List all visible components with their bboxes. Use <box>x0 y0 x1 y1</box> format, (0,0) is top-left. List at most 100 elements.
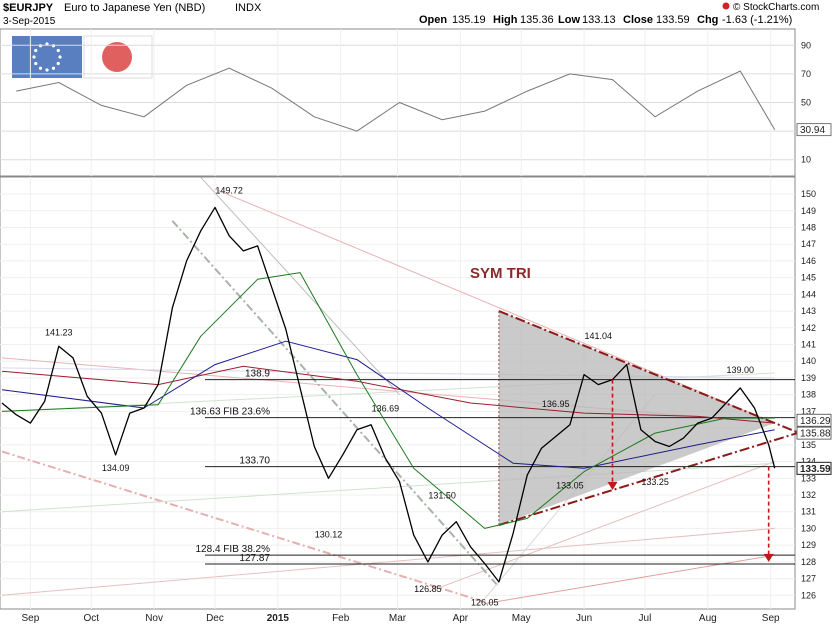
price-line <box>1 206 776 583</box>
price-tick-label: 143 <box>801 306 816 316</box>
price-levels: 138.9 136.63 FIB 23.6% 133.70 128.4 FIB 38.… <box>190 369 795 565</box>
projection-arrowhead <box>763 553 774 562</box>
open-value: 135.19 <box>452 14 486 26</box>
projection-arrows <box>607 379 774 562</box>
japan-sun-icon <box>102 42 132 72</box>
ma-green-line <box>1 272 775 529</box>
projection-arrowhead <box>607 481 618 490</box>
price-tick-label: 132 <box>801 490 816 500</box>
exchange: INDX <box>235 2 262 14</box>
eu-star-icon <box>56 61 60 66</box>
price-tick-label: 148 <box>801 222 816 232</box>
low-label: Low <box>558 14 580 26</box>
indicator-line <box>16 67 776 132</box>
price-axis: 1261271281291301311321331341351361371381… <box>801 189 816 600</box>
price-tick-label: 134 <box>801 457 816 467</box>
eu-star-icon <box>56 48 60 53</box>
price-tag-label: 135.88 <box>800 429 831 440</box>
level-label: 136.63 FIB 23.6% <box>190 407 270 418</box>
trend-line <box>1 527 775 596</box>
peak-label: 134.09 <box>102 463 130 473</box>
indicator-tick-label: 10 <box>801 155 811 165</box>
ohlc-readout: Open 135.19 High 135.36 Low 133.13 Close… <box>419 14 792 26</box>
price-tick-label: 150 <box>801 189 816 199</box>
trend-line <box>1 462 775 513</box>
price-tick-label: 135 <box>801 440 816 450</box>
level-label: 138.9 <box>245 369 270 380</box>
price-tag-label: 136.29 <box>800 416 831 427</box>
date-tick-label: Jul <box>639 613 652 624</box>
date-tick-label: Sep <box>762 613 780 624</box>
date-tick-label: Sep <box>21 613 39 624</box>
price-tick-label: 133 <box>801 473 816 483</box>
price-tick-label: 137 <box>801 406 816 416</box>
peak-label: 141.04 <box>585 331 613 341</box>
price-tags: 136.29 135.88 133.59 <box>796 413 832 476</box>
date-tick-label: May <box>512 613 531 624</box>
triangle-label: SYM TRI <box>470 265 531 282</box>
date-axis: Sep Oct Nov Dec 2015 Feb Mar Apr May Jun Jul Aug Sep <box>21 613 780 624</box>
price-tick-label: 139 <box>801 373 816 383</box>
indicator-gridlines <box>0 29 795 176</box>
chart-header: $EURJPY Euro to Japanese Yen (NBD) INDX … <box>3 2 819 27</box>
price-tick-label: 144 <box>801 289 816 299</box>
price-tick-label: 138 <box>801 390 816 400</box>
date-tick-label: Apr <box>453 613 469 624</box>
high-value: 135.36 <box>520 14 554 26</box>
price-tag-box <box>796 461 832 476</box>
moving-averages <box>1 272 775 529</box>
peak-label: 130.12 <box>315 529 343 539</box>
price-tick-label: 146 <box>801 256 816 266</box>
indicator-tick-label: 70 <box>801 69 811 79</box>
trend-line <box>200 176 400 396</box>
high-label: High <box>493 14 518 26</box>
symmetrical-triangle: SYM TRI <box>470 265 801 527</box>
stockcharts-logo-icon <box>722 2 730 10</box>
eu-star-icon <box>45 68 49 72</box>
chart-date: 3-Sep-2015 <box>3 16 56 27</box>
date-tick-label: Oct <box>83 613 99 624</box>
price-tick-label: 140 <box>801 356 816 366</box>
ma-blue-line <box>1 340 775 469</box>
peak-label: 126.05 <box>471 597 499 607</box>
currency-flags <box>12 35 153 79</box>
eu-star-icon <box>51 66 56 70</box>
eu-star-icon <box>34 61 38 66</box>
price-series <box>1 206 776 583</box>
open-label: Open <box>419 14 447 26</box>
eu-star-icon <box>32 55 36 59</box>
price-tick-label: 141 <box>801 340 816 350</box>
peak-label: 136.69 <box>372 404 400 414</box>
level-label: 128.4 FIB 38.2% <box>196 544 271 555</box>
indicator-series-line <box>16 67 776 132</box>
price-tick-label: 126 <box>801 590 816 600</box>
low-value: 133.13 <box>582 14 616 26</box>
indicator-last-value: 30.94 <box>796 123 832 137</box>
trend-line <box>1 450 486 603</box>
eu-star-icon <box>38 66 43 70</box>
indicator-tick-label: 50 <box>801 98 811 108</box>
symbol: $EURJPY <box>3 2 54 14</box>
peak-label: 136.95 <box>542 399 570 409</box>
price-tick-label: 130 <box>801 523 816 533</box>
indicator-axis: 1030507090 <box>801 40 811 164</box>
eu-star-icon <box>58 55 62 59</box>
date-tick-label: Dec <box>206 613 224 624</box>
indicator-tag-box <box>796 123 832 137</box>
triangle-upper-line <box>498 310 801 435</box>
price-tick-label: 142 <box>801 323 816 333</box>
indicator-tag-label: 30.94 <box>800 125 825 136</box>
peak-label: 126.85 <box>414 584 442 594</box>
level-label: 127.87 <box>239 553 270 564</box>
level-label: 133.70 <box>239 456 270 467</box>
attribution: © StockCharts.com <box>733 2 819 13</box>
close-value: 133.59 <box>656 14 690 26</box>
date-tick-label: Aug <box>699 613 717 624</box>
price-tick-label: 145 <box>801 273 816 283</box>
price-tick-label: 147 <box>801 239 816 249</box>
date-tick-label: 2015 <box>267 613 290 624</box>
trend-line <box>214 188 775 424</box>
trend-line <box>427 461 775 593</box>
price-gridlines <box>0 177 795 609</box>
